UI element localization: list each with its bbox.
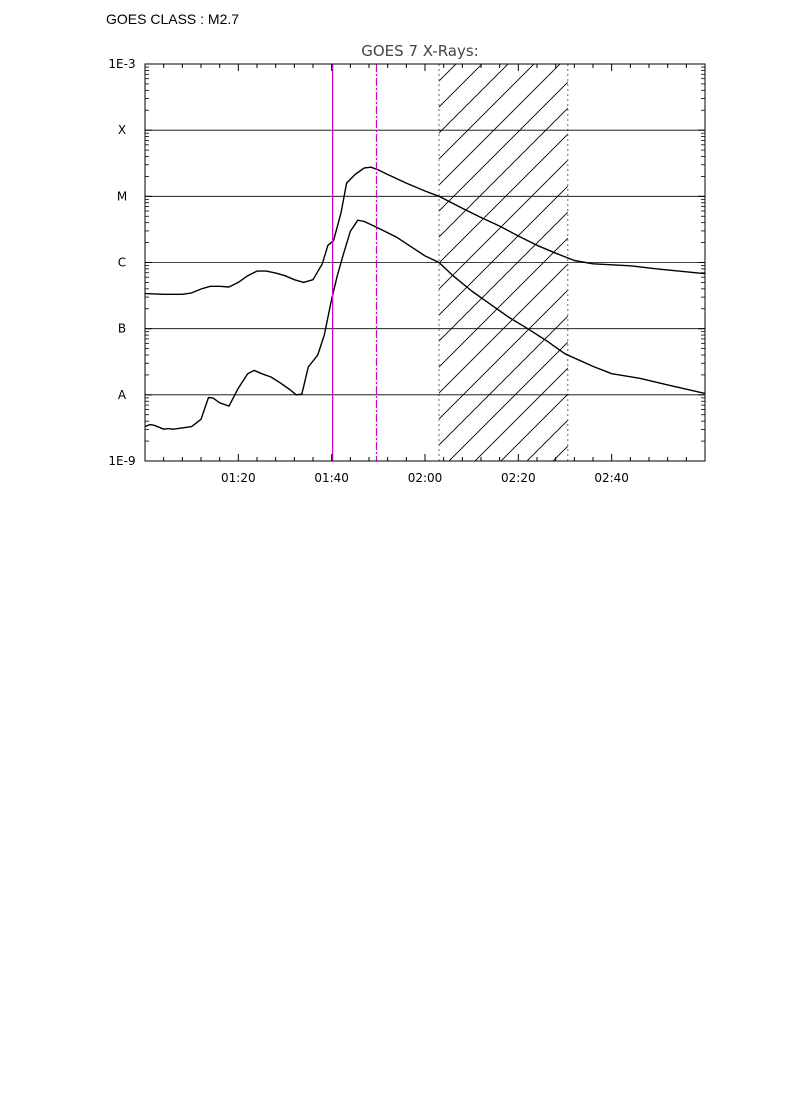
y-tick-label: A — [118, 388, 127, 402]
flux-series-group — [145, 166, 705, 430]
x-tick-label: 02:00 — [408, 471, 443, 485]
horizontal-gridlines — [145, 129, 705, 396]
time-marker-lines — [332, 64, 378, 461]
y-tick-label: X — [118, 123, 126, 137]
y-tick-label: B — [118, 322, 126, 336]
y-tick-label: M — [117, 189, 127, 203]
x-tick-label: 02:40 — [594, 471, 629, 485]
chart-title: GOES 7 X-Rays: — [361, 42, 478, 60]
x-tick-label: 02:20 — [501, 471, 536, 485]
y-axis-labels: 1E-3 X M C B A 1E-9 — [108, 57, 135, 468]
flux-series-line-2 — [145, 219, 705, 430]
y-tick-label: 1E-3 — [108, 57, 135, 71]
y-tick-label: 1E-9 — [108, 454, 135, 468]
x-tick-label: 01:20 — [221, 471, 256, 485]
axis-ticks — [144, 63, 706, 462]
x-tick-label: 01:40 — [314, 471, 349, 485]
flux-series-line-1 — [145, 166, 705, 295]
x-axis-labels: 01:20 01:40 02:00 02:20 02:40 — [221, 471, 629, 485]
goes-class-label: GOES CLASS : M2.7 — [106, 11, 240, 27]
y-tick-label: C — [118, 256, 126, 270]
